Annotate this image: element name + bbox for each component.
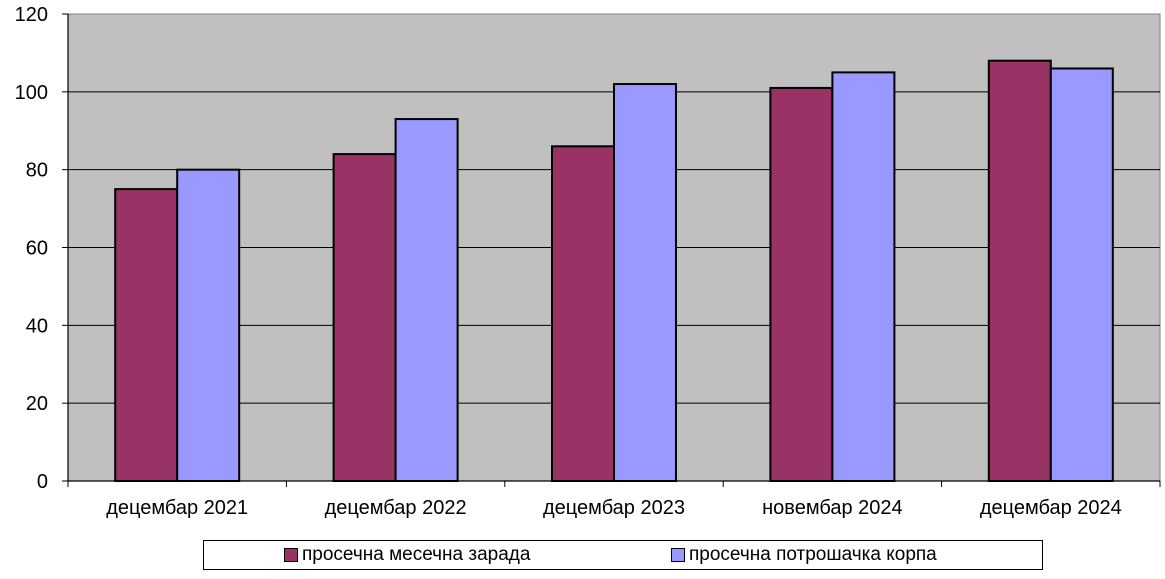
y-tick-label-0: 0 [37,471,48,493]
x-tick-label-0: децембар 2021 [106,497,248,519]
x-tick-label-3: новембар 2024 [762,497,903,519]
legend-swatch-series-2 [671,548,685,562]
legend-item-series-2: просечна потрошачка корпа [671,544,937,566]
y-tick-label-3: 60 [26,238,48,260]
y-tick-label-6: 120 [15,4,48,26]
legend-item-series-1: просечна месечна зарада [284,544,530,566]
x-tick-label-1: децембар 2022 [325,497,467,519]
legend: просечна месечна зарада просечна потроша… [203,540,1043,570]
bar-series-1-1 [332,153,397,482]
bar-series-1-4 [987,59,1052,482]
bar-series-2-4 [1049,67,1114,482]
bar-series-2-2 [613,83,677,483]
legend-label-series-1: просечна месечна зарада [302,544,531,565]
legend-swatch-series-1 [284,548,298,562]
bar-series-1-2 [551,145,615,482]
legend-label-series-2: просечна потрошачка корпа [689,544,937,565]
bar-series-2-3 [831,71,896,482]
bar-series-2-0 [176,168,241,483]
y-tick-label-4: 80 [26,160,48,182]
bar-series-1-3 [769,86,834,482]
bar-series-1-0 [114,188,179,482]
y-tick-label-2: 40 [26,315,48,337]
y-tick-label-5: 100 [15,82,48,104]
x-tick-label-2: децембар 2023 [543,497,685,519]
x-tick-label-4: децембар 2024 [980,497,1122,519]
bar-series-2-1 [394,118,459,482]
y-tick-label-1: 20 [26,393,48,415]
